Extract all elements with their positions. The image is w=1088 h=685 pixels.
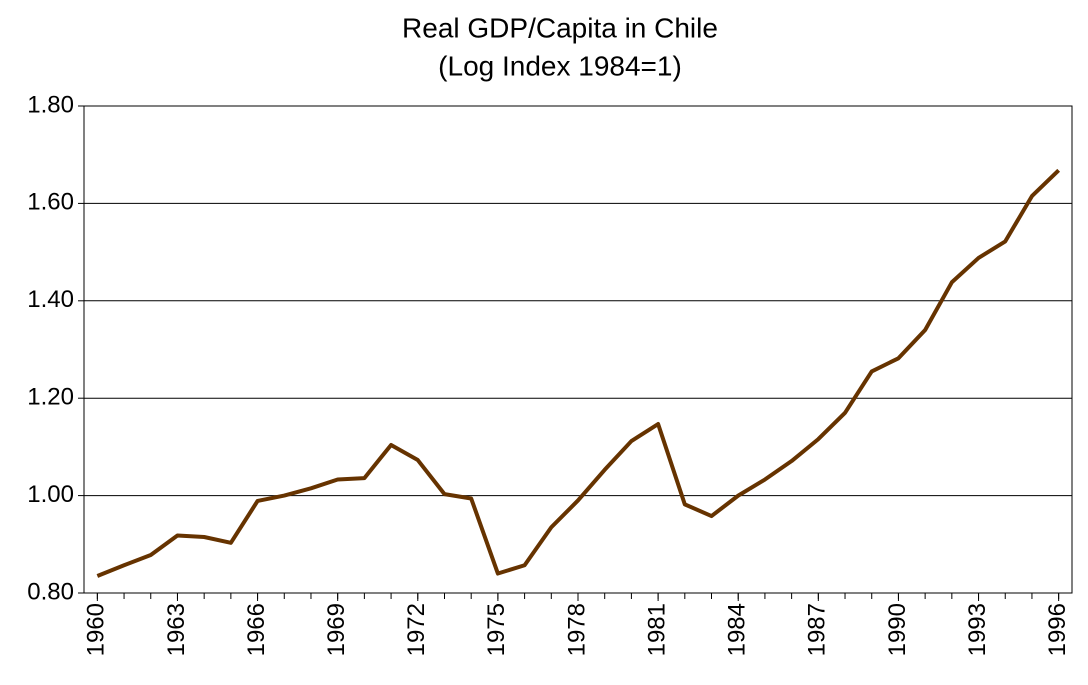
x-tick-label: 1966	[243, 603, 270, 656]
plot-frame	[83, 105, 1073, 594]
y-tick-label: 1.40	[27, 286, 74, 313]
x-tick-label: 1984	[724, 603, 751, 656]
x-tick-label: 1960	[83, 603, 110, 656]
chart-title: Real GDP/Capita in Chile	[402, 12, 718, 43]
x-tick-label: 1975	[483, 603, 510, 656]
x-tick-label: 1972	[403, 603, 430, 656]
y-tick-label: 1.20	[27, 384, 74, 411]
x-tick-label: 1993	[964, 603, 991, 656]
y-tick-label: 1.00	[27, 481, 74, 508]
y-tick-label: 1.80	[27, 91, 74, 118]
x-tick-label: 1969	[323, 603, 350, 656]
chart-subtitle: (Log Index 1984=1)	[438, 50, 682, 81]
y-tick-label: 1.60	[27, 189, 74, 216]
x-tick-label: 1990	[884, 603, 911, 656]
x-tick-label: 1981	[643, 603, 670, 656]
x-tick-label: 1996	[1044, 603, 1071, 656]
x-tick-label: 1987	[804, 603, 831, 656]
x-tick-label: 1963	[163, 603, 190, 656]
data-line	[96, 168, 1061, 578]
x-tick-label: 1978	[563, 603, 590, 656]
y-tick-label: 0.80	[27, 578, 74, 605]
